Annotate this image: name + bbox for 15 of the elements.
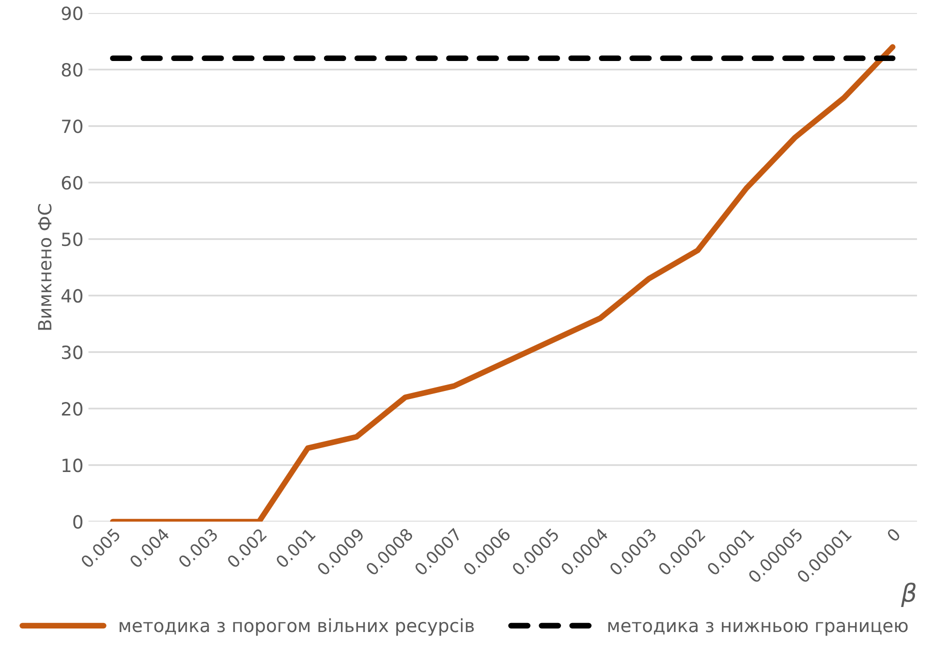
x-tick-label: 0 [886,527,902,542]
y-tick-label: 10 [62,458,82,472]
legend-label: методика з порогом вільних ресурсів [120,618,474,636]
y-tick-label: 50 [62,232,82,246]
y-tick-label: 0 [73,515,82,529]
y-tick-label: 80 [62,63,82,77]
x-axis-title: β [901,582,916,607]
y-tick-label: 20 [62,402,82,416]
y-tick-label: 90 [62,6,82,20]
y-tick-label: 30 [62,346,82,360]
y-tick-label: 40 [61,289,82,303]
y-axis-title: Вимкнено ФС [38,204,52,330]
y-tick-label: 70 [62,120,82,134]
y-tick-label: 60 [62,176,82,190]
legend-label: методика з нижньою границею [608,622,908,636]
